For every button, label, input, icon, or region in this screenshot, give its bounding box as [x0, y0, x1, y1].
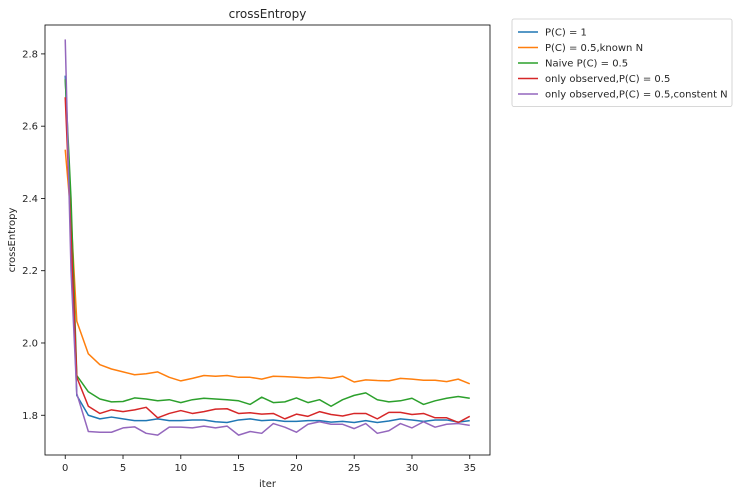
series-line-1	[64, 75, 470, 424]
series-line-5	[64, 39, 470, 436]
y-tick-label: 2.2	[22, 266, 38, 277]
x-tick-label: 10	[174, 463, 187, 474]
legend-entry-5: only observed,P(C) = 0.5,constent N	[545, 90, 728, 101]
y-tick-label: 1.8	[22, 411, 38, 422]
y-tick-label: 2.8	[22, 49, 38, 60]
x-tick-label: 0	[62, 463, 68, 474]
x-tick-label: 5	[120, 463, 126, 474]
x-tick-label: 35	[463, 463, 476, 474]
x-tick-label: 15	[232, 463, 245, 474]
x-tick-label: 30	[406, 463, 419, 474]
plot-frame	[44, 24, 491, 456]
series-line-3	[64, 79, 470, 407]
legend-entry-3: Naive P(C) = 0.5	[545, 59, 628, 70]
y-tick-label: 2.0	[22, 338, 38, 349]
legend-entry-4: only observed,P(C) = 0.5	[545, 74, 670, 85]
chart-title: crossEntropy	[229, 7, 307, 21]
y-axis-label: crossEntropy	[7, 208, 18, 273]
series-line-2	[64, 149, 471, 385]
x-axis-label: iter	[259, 479, 277, 490]
series-line-4	[64, 97, 471, 424]
x-tick-label: 25	[348, 463, 361, 474]
legend-entry-2: P(C) = 0.5,known N	[545, 43, 643, 54]
y-tick-label: 2.6	[22, 122, 38, 133]
x-axis-ticks: 0 5 10 15 20 25 30 35	[62, 455, 476, 474]
legend: P(C) = 1 P(C) = 0.5,known N Naive P(C) = 0…	[511, 18, 733, 107]
y-axis-ticks: 1.8 2.0 2.2 2.4 2.6 2.8	[22, 49, 45, 422]
x-tick-label: 20	[290, 463, 303, 474]
plot-lines	[64, 39, 471, 436]
y-tick-label: 2.4	[22, 194, 38, 205]
legend-box	[511, 18, 733, 107]
legend-entry-1: P(C) = 1	[545, 28, 587, 39]
